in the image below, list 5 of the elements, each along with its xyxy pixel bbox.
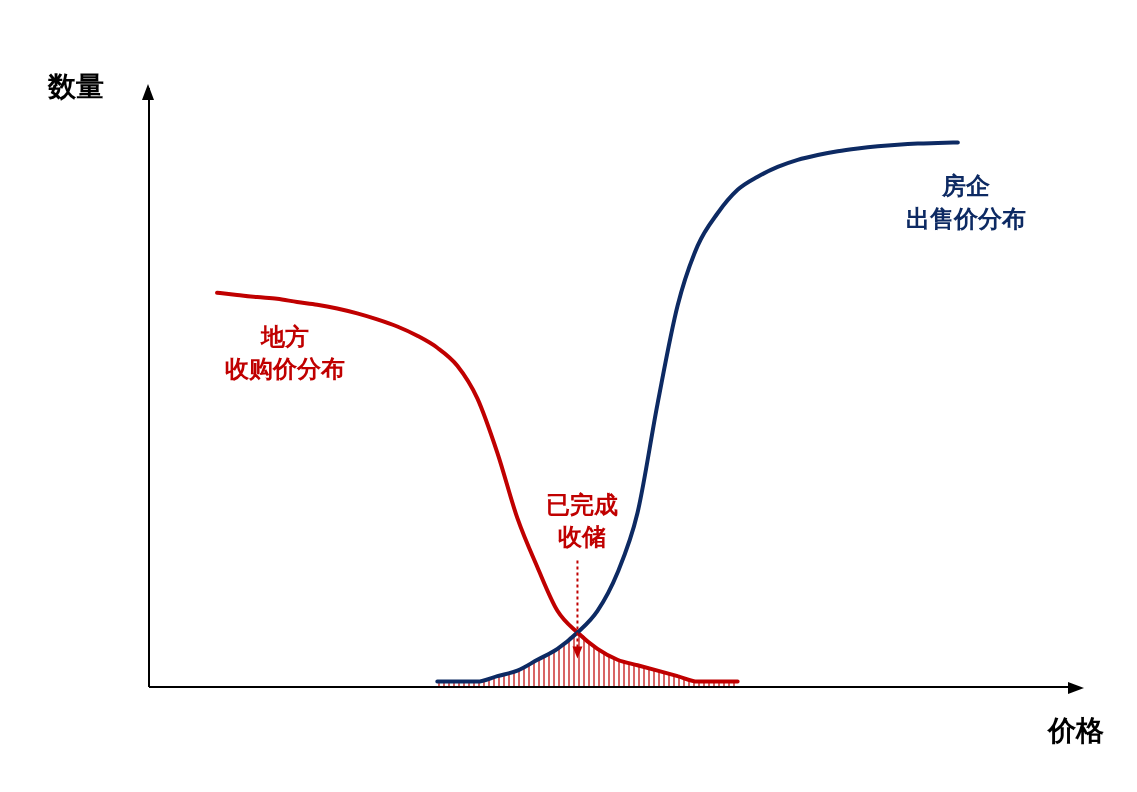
series-label: 房企出售价分布 xyxy=(905,172,1026,233)
x-axis-title: 价格 xyxy=(1048,713,1104,749)
annotation: 已完成收储 xyxy=(546,490,619,551)
series-label: 地方收购价分布 xyxy=(225,322,346,384)
y-axis-title: 数量 xyxy=(48,69,104,105)
